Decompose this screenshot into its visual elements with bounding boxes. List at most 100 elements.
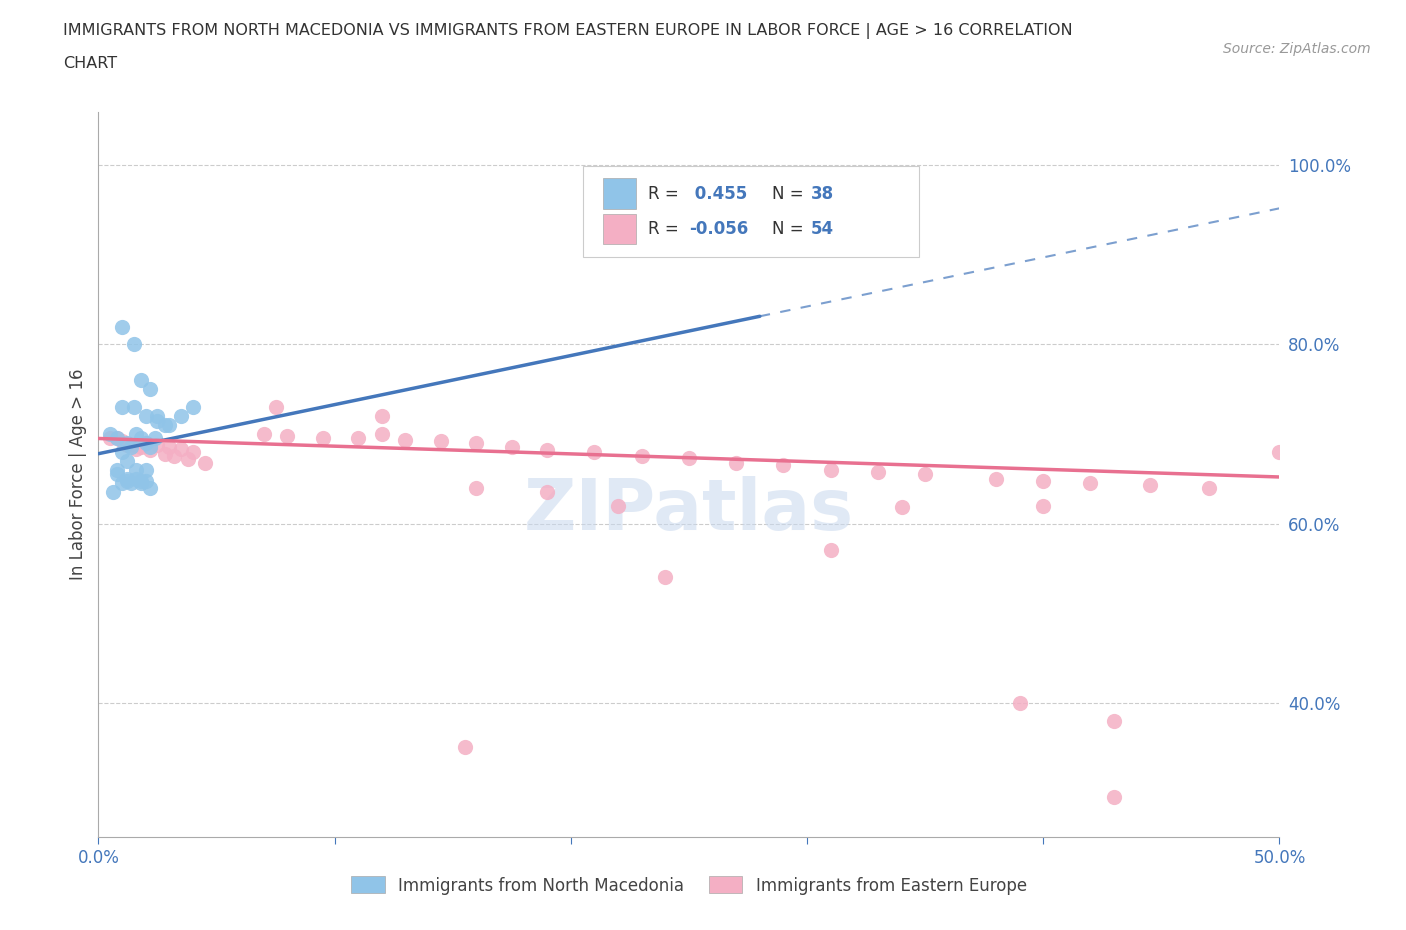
Point: [139, 480, 162, 495]
Point: [111, 445, 134, 459]
Point: [125, 442, 148, 457]
Text: N =: N =: [772, 220, 808, 238]
Text: 38: 38: [811, 184, 834, 203]
Point: [153, 446, 176, 461]
Point: [654, 570, 676, 585]
Point: [146, 408, 169, 423]
Point: [371, 427, 394, 442]
Point: [772, 458, 794, 472]
Point: [146, 413, 169, 428]
Point: [157, 418, 180, 432]
Point: [105, 431, 128, 445]
Point: [890, 500, 912, 515]
Point: [129, 476, 152, 491]
Point: [536, 443, 558, 458]
Text: ZIPatlas: ZIPatlas: [524, 476, 853, 545]
Point: [135, 473, 157, 488]
FancyBboxPatch shape: [582, 166, 920, 257]
Point: [984, 472, 1007, 486]
Point: [143, 431, 166, 445]
Point: [105, 431, 128, 445]
Point: [98, 427, 121, 442]
Point: [129, 440, 152, 455]
Point: [465, 435, 488, 450]
Point: [111, 319, 134, 334]
Point: [1032, 473, 1054, 488]
Point: [135, 408, 157, 423]
Text: -0.056: -0.056: [689, 220, 748, 238]
Point: [820, 462, 842, 477]
Text: Source: ZipAtlas.com: Source: ZipAtlas.com: [1223, 42, 1371, 56]
Text: 54: 54: [811, 220, 834, 238]
Point: [1268, 445, 1291, 459]
Point: [115, 437, 138, 452]
Point: [125, 462, 148, 477]
Point: [139, 382, 162, 397]
Text: R =: R =: [648, 184, 683, 203]
Point: [1198, 480, 1220, 495]
Point: [1102, 713, 1125, 728]
FancyBboxPatch shape: [603, 179, 636, 209]
Point: [678, 451, 700, 466]
Point: [1032, 498, 1054, 513]
Point: [115, 435, 138, 450]
Point: [122, 400, 145, 415]
Point: [501, 440, 523, 455]
Point: [371, 408, 394, 423]
FancyBboxPatch shape: [603, 214, 636, 245]
Point: [157, 440, 180, 455]
Text: CHART: CHART: [63, 56, 117, 71]
Point: [453, 740, 475, 755]
Point: [153, 418, 176, 432]
Point: [135, 435, 157, 450]
Point: [264, 400, 287, 415]
Text: 0.455: 0.455: [689, 184, 747, 203]
Point: [866, 464, 889, 479]
Point: [583, 445, 606, 459]
Point: [111, 400, 134, 415]
Point: [115, 472, 138, 486]
Point: [129, 373, 152, 388]
Point: [253, 427, 276, 442]
Point: [181, 400, 204, 415]
Point: [536, 485, 558, 499]
Point: [139, 440, 162, 455]
Point: [146, 437, 169, 452]
Point: [101, 485, 124, 499]
Point: [121, 476, 143, 491]
Point: [430, 433, 453, 448]
Point: [125, 427, 148, 442]
Point: [1102, 790, 1125, 804]
Text: N =: N =: [772, 184, 808, 203]
Point: [1008, 696, 1031, 711]
Point: [276, 429, 298, 444]
Point: [194, 455, 217, 470]
Point: [129, 431, 152, 445]
Y-axis label: In Labor Force | Age > 16: In Labor Force | Age > 16: [69, 368, 87, 580]
Point: [115, 473, 138, 488]
Point: [465, 480, 488, 495]
Point: [105, 467, 128, 482]
Point: [135, 462, 157, 477]
Point: [122, 437, 145, 452]
Point: [122, 337, 145, 352]
Point: [820, 543, 842, 558]
Point: [129, 473, 152, 488]
Point: [914, 467, 936, 482]
Point: [139, 443, 162, 458]
Point: [105, 462, 128, 477]
Point: [125, 472, 148, 486]
Point: [111, 433, 134, 448]
Point: [177, 452, 200, 467]
Point: [1139, 478, 1161, 493]
Point: [394, 432, 416, 447]
Point: [121, 440, 143, 455]
Point: [170, 408, 193, 423]
Point: [1080, 476, 1102, 491]
Text: R =: R =: [648, 220, 683, 238]
Legend: Immigrants from North Macedonia, Immigrants from Eastern Europe: Immigrants from North Macedonia, Immigra…: [344, 870, 1033, 901]
Point: [181, 445, 204, 459]
Point: [135, 435, 157, 450]
Point: [115, 454, 138, 469]
Point: [630, 449, 652, 464]
